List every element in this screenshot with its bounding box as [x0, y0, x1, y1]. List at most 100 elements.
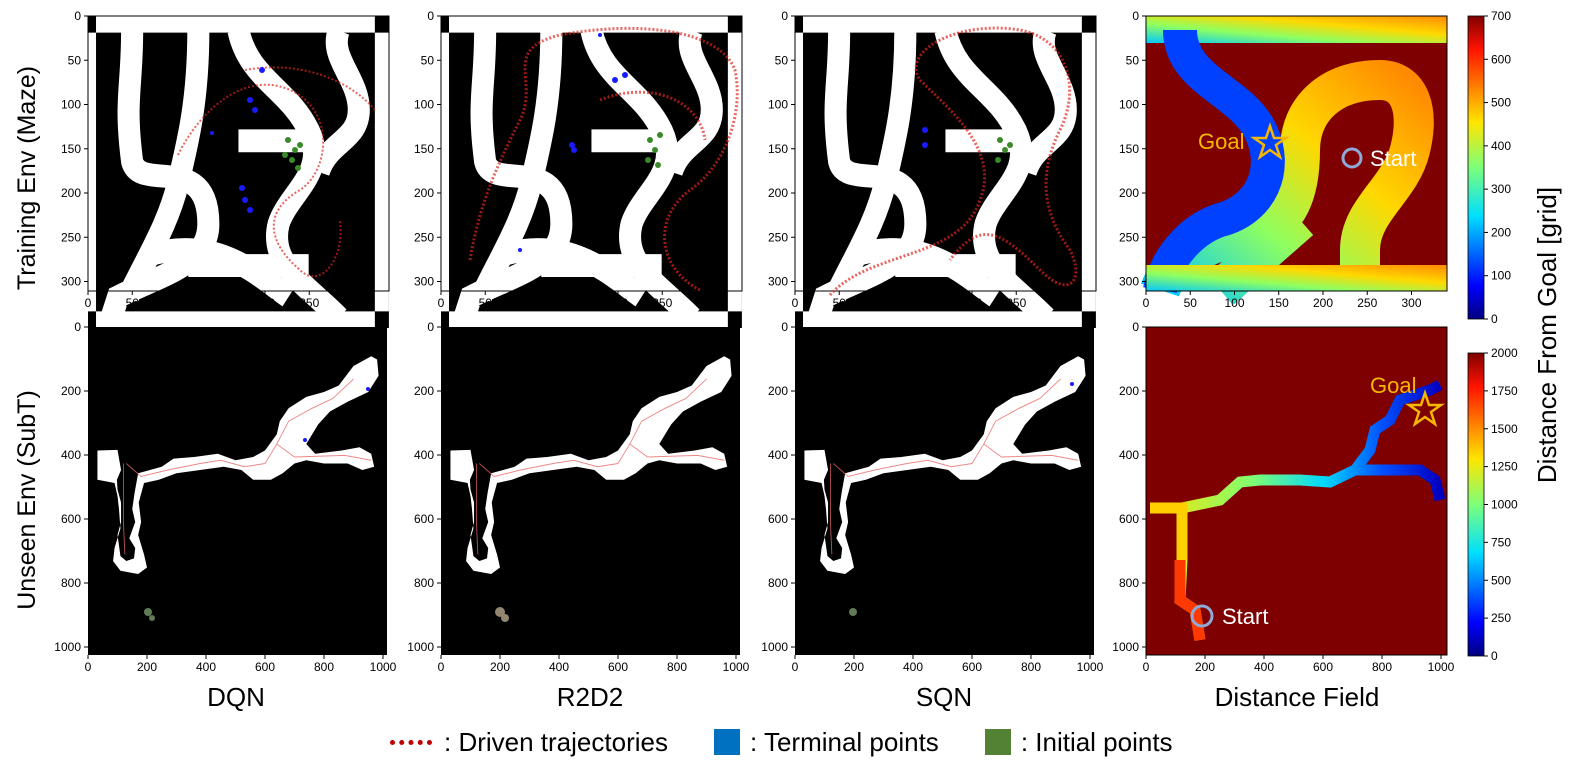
- x-tick-label: 300: [1050, 296, 1070, 310]
- colorbar-maze: [1467, 15, 1485, 320]
- x-tick-label: 50: [479, 296, 493, 310]
- column-label-dqn: DQN: [207, 682, 265, 712]
- colorbar-tick-label: 600: [1491, 52, 1511, 66]
- legend-item-trajectories: : Driven trajectories: [390, 727, 668, 758]
- start-marker-circle-icon: [1341, 147, 1363, 169]
- panel-sqn-subt: [795, 327, 1094, 655]
- panel-dqn-maze: [88, 16, 389, 328]
- y-tick-label: 200: [768, 384, 788, 398]
- y-tick-label: 800: [1119, 576, 1139, 590]
- y-tick-label: 100: [1119, 98, 1139, 112]
- y-tick-label: 200: [61, 186, 81, 200]
- y-tick-label: 300: [414, 275, 434, 289]
- x-tick-label: 600: [962, 660, 982, 674]
- panel-sqn-maze: [795, 16, 1096, 328]
- y-tick-label: 800: [768, 576, 788, 590]
- x-tick-label: 800: [314, 660, 334, 674]
- y-tick-label: 300: [768, 275, 788, 289]
- x-tick-label: 0: [1143, 660, 1150, 674]
- subt-goal-label: Goal: [1370, 373, 1416, 398]
- x-tick-label: 200: [137, 660, 157, 674]
- y-tick-label: 400: [768, 448, 788, 462]
- x-tick-label: 800: [667, 660, 687, 674]
- y-tick-label: 250: [1119, 230, 1139, 244]
- colorbar-subt: [1467, 352, 1485, 657]
- x-tick-label: 1000: [370, 660, 397, 674]
- x-tick-label: 150: [918, 296, 938, 310]
- colorbar-tick-label: 100: [1491, 269, 1511, 283]
- y-tick-label: 250: [768, 230, 788, 244]
- y-tick-label: 200: [768, 186, 788, 200]
- x-tick-label: 800: [1372, 660, 1392, 674]
- x-tick-label: 100: [519, 296, 539, 310]
- colorbar-label: Distance From Goal [grid]: [1532, 187, 1562, 483]
- initial-square-icon: [984, 729, 1011, 755]
- x-tick-label: 200: [255, 296, 275, 310]
- colorbar-tick-label: 200: [1491, 225, 1511, 239]
- x-tick-label: 0: [792, 296, 799, 310]
- legend-label-terminal: : Terminal points: [749, 726, 939, 757]
- y-tick-label: 300: [61, 275, 81, 289]
- x-tick-label: 400: [1254, 660, 1274, 674]
- y-tick-label: 250: [414, 230, 434, 244]
- colorbar-tick-label: 400: [1491, 139, 1511, 153]
- panel-dqn-subt: [88, 327, 387, 655]
- axis-ticks: 0 50 100 150 200 250 300 0 50 100 150 200 250 300 0 50 1…: [54, 9, 1518, 674]
- panel-distance-maze: Goal Start: [1141, 15, 1448, 306]
- y-tick-label: 100: [61, 98, 81, 112]
- colorbar-tick-label: 700: [1491, 9, 1511, 23]
- x-tick-label: 50: [1184, 296, 1198, 310]
- y-tick-label: 150: [1119, 142, 1139, 156]
- x-tick-label: 150: [564, 296, 584, 310]
- y-tick-label: 0: [1132, 320, 1139, 334]
- x-tick-label: 150: [211, 296, 231, 310]
- y-tick-label: 1000: [54, 640, 81, 654]
- y-tick-label: 400: [414, 448, 434, 462]
- x-tick-label: 50: [833, 296, 847, 310]
- legend-label-initial: : Initial points: [1020, 726, 1173, 757]
- start-marker-circle-icon: [1190, 604, 1214, 628]
- y-tick-label: 250: [61, 230, 81, 244]
- y-tick-label: 600: [414, 512, 434, 526]
- x-tick-label: 0: [438, 296, 445, 310]
- x-tick-label: 250: [1006, 296, 1026, 310]
- x-tick-label: 0: [85, 296, 92, 310]
- x-tick-label: 600: [255, 660, 275, 674]
- y-tick-label: 200: [1119, 186, 1139, 200]
- y-tick-label: 600: [61, 512, 81, 526]
- x-tick-label: 250: [1357, 296, 1377, 310]
- y-tick-label: 200: [61, 384, 81, 398]
- x-tick-label: 200: [608, 296, 628, 310]
- y-tick-label: 0: [74, 320, 81, 334]
- x-tick-label: 300: [1401, 296, 1421, 310]
- y-tick-label: 600: [768, 512, 788, 526]
- y-tick-label: 1000: [761, 640, 788, 654]
- colorbar-tick-label: 0: [1491, 312, 1498, 326]
- x-tick-label: 200: [490, 660, 510, 674]
- y-tick-label: 1000: [407, 640, 434, 654]
- y-tick-label: 50: [68, 53, 82, 67]
- terminal-square-icon: [713, 729, 740, 755]
- maze-goal-label: Goal: [1198, 129, 1244, 154]
- y-tick-label: 50: [775, 53, 789, 67]
- x-tick-label: 400: [549, 660, 569, 674]
- x-tick-label: 150: [1269, 296, 1289, 310]
- x-tick-label: 200: [962, 296, 982, 310]
- x-tick-label: 0: [792, 660, 799, 674]
- y-tick-label: 800: [414, 576, 434, 590]
- y-tick-label: 150: [414, 142, 434, 156]
- x-tick-label: 50: [126, 296, 140, 310]
- colorbar-tick-label: 1250: [1491, 460, 1518, 474]
- x-tick-label: 200: [1195, 660, 1215, 674]
- goal-marker-star-icon: [1250, 122, 1290, 161]
- colorbar-tick-label: 0: [1491, 649, 1498, 663]
- colorbar-tick-label: 300: [1491, 182, 1511, 196]
- x-tick-label: 600: [608, 660, 628, 674]
- y-tick-label: 0: [781, 9, 788, 23]
- colorbar-tick-label: 1750: [1491, 384, 1518, 398]
- column-label-sqn: SQN: [916, 682, 972, 712]
- y-tick-label: 150: [768, 142, 788, 156]
- colorbar-tick-label: 1000: [1491, 498, 1518, 512]
- legend: : Driven trajectories : Terminal points …: [390, 722, 1219, 762]
- trajectory-lines: [177, 66, 376, 278]
